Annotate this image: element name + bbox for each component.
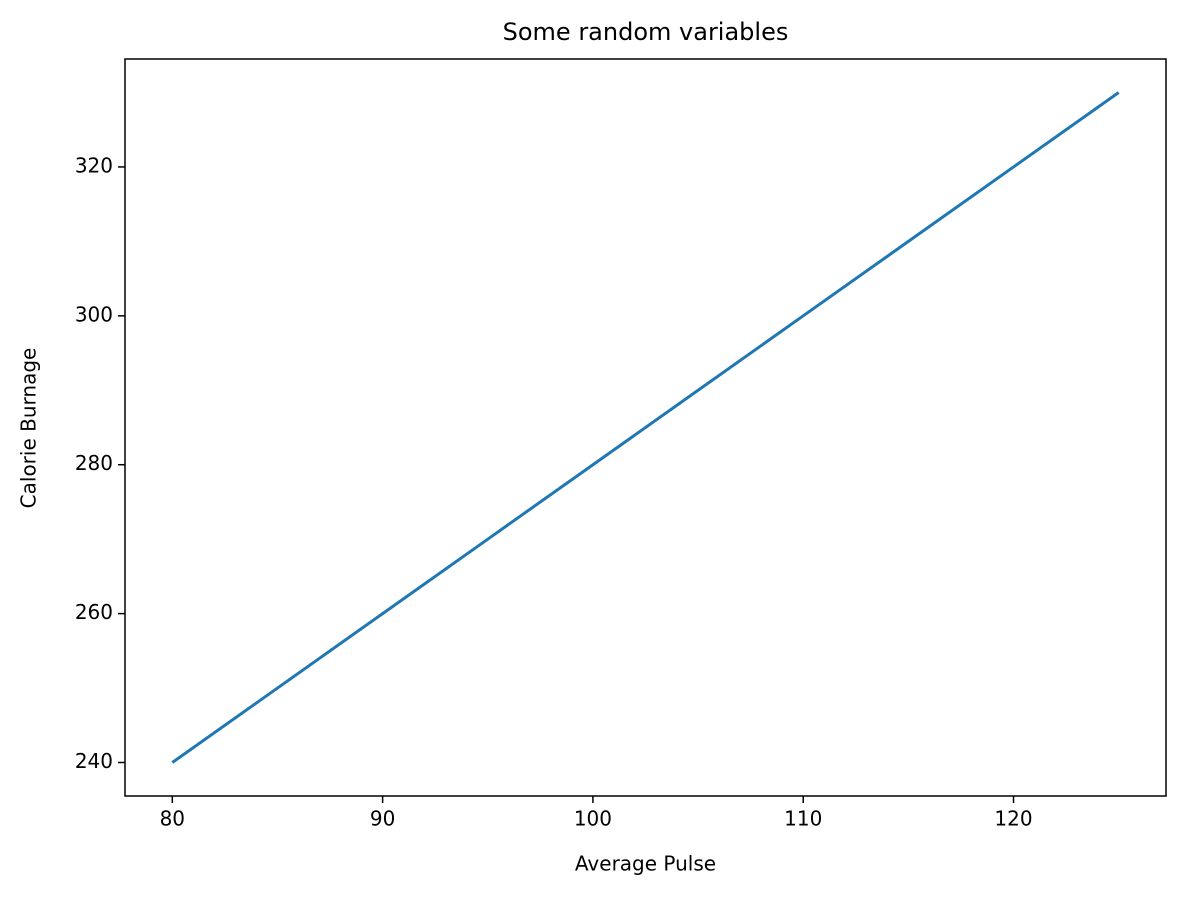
x-axis-label: Average Pulse — [575, 852, 716, 876]
line — [171, 91, 1120, 764]
x-tick-label: 120 — [994, 807, 1032, 831]
chart-title: Some random variables — [503, 18, 789, 46]
y-tick-label: 280 — [75, 451, 113, 475]
y-tick-label: 240 — [75, 749, 113, 773]
x-tick-label: 100 — [574, 807, 612, 831]
x-tick-label: 80 — [160, 807, 185, 831]
plot-frame — [124, 58, 1167, 797]
x-tick-label: 110 — [784, 807, 822, 831]
y-tick-label: 260 — [75, 600, 113, 624]
y-axis-label: Calorie Burnage — [17, 348, 41, 509]
y-tick-label: 300 — [75, 302, 113, 326]
x-tick-label: 90 — [370, 807, 395, 831]
y-tick-label: 320 — [75, 153, 113, 177]
